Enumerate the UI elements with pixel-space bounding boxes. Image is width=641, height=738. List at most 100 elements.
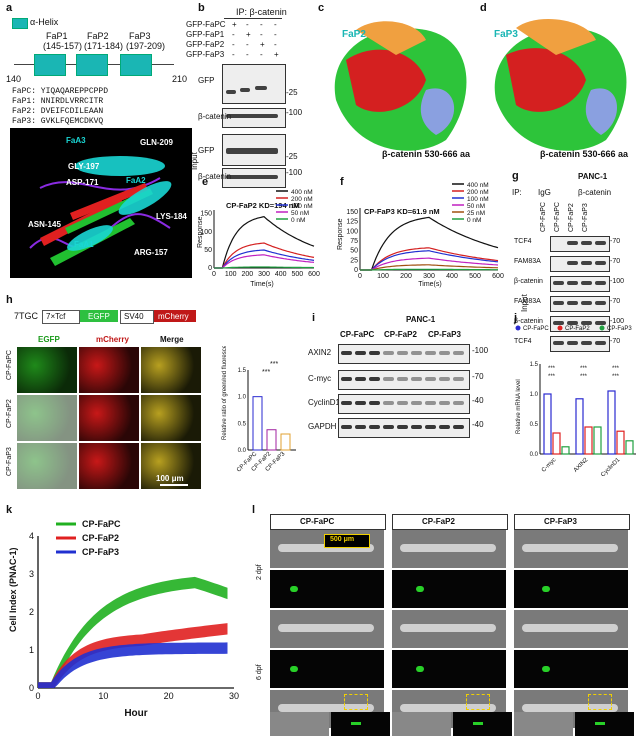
bar — [584, 426, 593, 455]
g-blot — [550, 296, 610, 312]
construct-tcf: 7×Tcf — [46, 312, 66, 321]
l-col-label: CP-FaP3 — [544, 517, 577, 526]
band — [453, 425, 464, 429]
band — [369, 425, 380, 429]
band — [355, 401, 366, 405]
significance: *** — [270, 361, 278, 368]
bar — [575, 398, 584, 455]
x-tick-label: 0 — [358, 273, 362, 280]
bar — [280, 433, 291, 451]
l-scalebar-box — [324, 534, 370, 548]
helix-block-fap2 — [76, 54, 108, 76]
helix-legend-label: α-Helix — [30, 17, 59, 27]
chart-k: 0 1 2 3 4 0 10 20 30 CP-FaPC CP-FaP2 CP-FaP3 Cell In… — [8, 519, 239, 719]
h-row-label: CP-FaP2 — [6, 399, 13, 428]
band — [439, 401, 450, 405]
significance: *** — [262, 369, 270, 376]
fish-body — [400, 544, 496, 552]
band — [369, 377, 380, 381]
x-axis-label: Time(s) — [250, 281, 273, 288]
legend-label: 400 nM — [467, 182, 489, 189]
y-axis-label: Relative mRNA level — [516, 379, 522, 434]
g-blot — [550, 276, 610, 292]
zoom-thumbnail — [270, 712, 329, 736]
band — [595, 301, 606, 305]
x-tick-label: 500 — [469, 273, 481, 280]
h-row-label: CP-FaP3 — [6, 447, 13, 476]
y-tick-label: 1.5 — [530, 362, 539, 368]
blot-label-bcat: β-catenin — [198, 112, 232, 121]
g-mw-label: -100 — [610, 318, 625, 325]
legend-label: 100 nM — [467, 196, 489, 203]
band — [595, 241, 606, 245]
l-col-header — [270, 514, 386, 530]
g-blot — [550, 236, 610, 252]
x-tick-label: 400 — [275, 271, 287, 278]
fish-body — [278, 544, 374, 552]
y-axis-label: Relative ratio of green/red fluorescence… — [222, 346, 228, 440]
label-faa1: FaA1 — [74, 240, 94, 249]
fish-body — [522, 704, 618, 712]
panel-label-c: c — [318, 2, 325, 14]
chart-title: CP-FaP3 KD=61.9 nM — [364, 207, 440, 216]
band — [581, 241, 592, 245]
band — [240, 88, 250, 92]
band — [341, 425, 352, 429]
surface-model-fap3 — [494, 18, 627, 151]
series-line — [214, 266, 315, 269]
series-line — [360, 264, 499, 271]
band — [581, 321, 592, 325]
i-group-label: CP-FaPC — [340, 330, 375, 339]
sequence-fap2: FaP2: DVEIFCDILEAAN — [12, 107, 104, 116]
gfp-signal — [595, 722, 605, 725]
legend-label: 200 nM — [467, 189, 489, 196]
x-tick-label: 600 — [308, 271, 320, 278]
zebrafish-image — [270, 570, 384, 608]
ip-underline — [224, 18, 282, 19]
legend-label: CP-FaP3 — [82, 547, 119, 557]
zebrafish-image — [270, 650, 384, 688]
band — [453, 351, 464, 355]
surface-caption-c: β-catenin 530-666 aa — [382, 149, 471, 159]
y-tick-label: 75 — [350, 238, 358, 245]
y-tick-label: 4 — [29, 531, 34, 541]
sequence-fap1: FaP1: NNIRDLVRRCITR — [12, 97, 104, 106]
legend-label: 0 nM — [291, 217, 305, 224]
axis-start: 140 — [6, 74, 22, 84]
label-faa2: FaA2 — [126, 176, 146, 185]
significance: *** — [548, 374, 556, 380]
b-row-mark: - — [246, 40, 249, 49]
band — [369, 401, 380, 405]
legend-label: CP-FaPC — [82, 519, 121, 529]
i-blot — [338, 394, 470, 414]
legend-label: CP-FaP3 — [607, 326, 632, 332]
series-line — [214, 249, 315, 269]
g-ip: IP: — [512, 188, 522, 197]
bar — [616, 430, 625, 455]
y-tick-label: 0.5 — [238, 421, 247, 427]
band — [255, 86, 267, 90]
band — [567, 241, 578, 245]
legend-label: CP-FaP2 — [565, 326, 590, 332]
l-col-label: CP-FaPC — [300, 517, 335, 526]
surface-label-fap3: FaP3 — [494, 29, 518, 40]
legend-label: 0 nM — [467, 217, 481, 224]
y-tick-label: 2 — [29, 607, 34, 617]
h-col-merge: Merge — [160, 335, 184, 344]
x-tick-label: 10 — [98, 691, 108, 701]
mw-100-input: -100 — [286, 168, 303, 177]
i-blot — [338, 344, 470, 364]
microscopy-image — [16, 346, 78, 394]
g-mw-label: -70 — [610, 338, 621, 345]
y-tick-label: 125 — [346, 219, 358, 226]
h-scalebar-label: 100 μm — [156, 474, 184, 483]
b-row-mark: - — [232, 30, 235, 39]
fish-body — [278, 624, 374, 632]
b-row-mark: - — [246, 20, 249, 29]
axis-end: 210 — [172, 74, 188, 84]
x-tick-label: 200 — [400, 273, 412, 280]
g-blot-label: β-catenin — [514, 318, 543, 325]
x-axis-label: Hour — [124, 708, 147, 719]
series-line — [214, 242, 315, 269]
panel-label-k: k — [6, 504, 13, 516]
